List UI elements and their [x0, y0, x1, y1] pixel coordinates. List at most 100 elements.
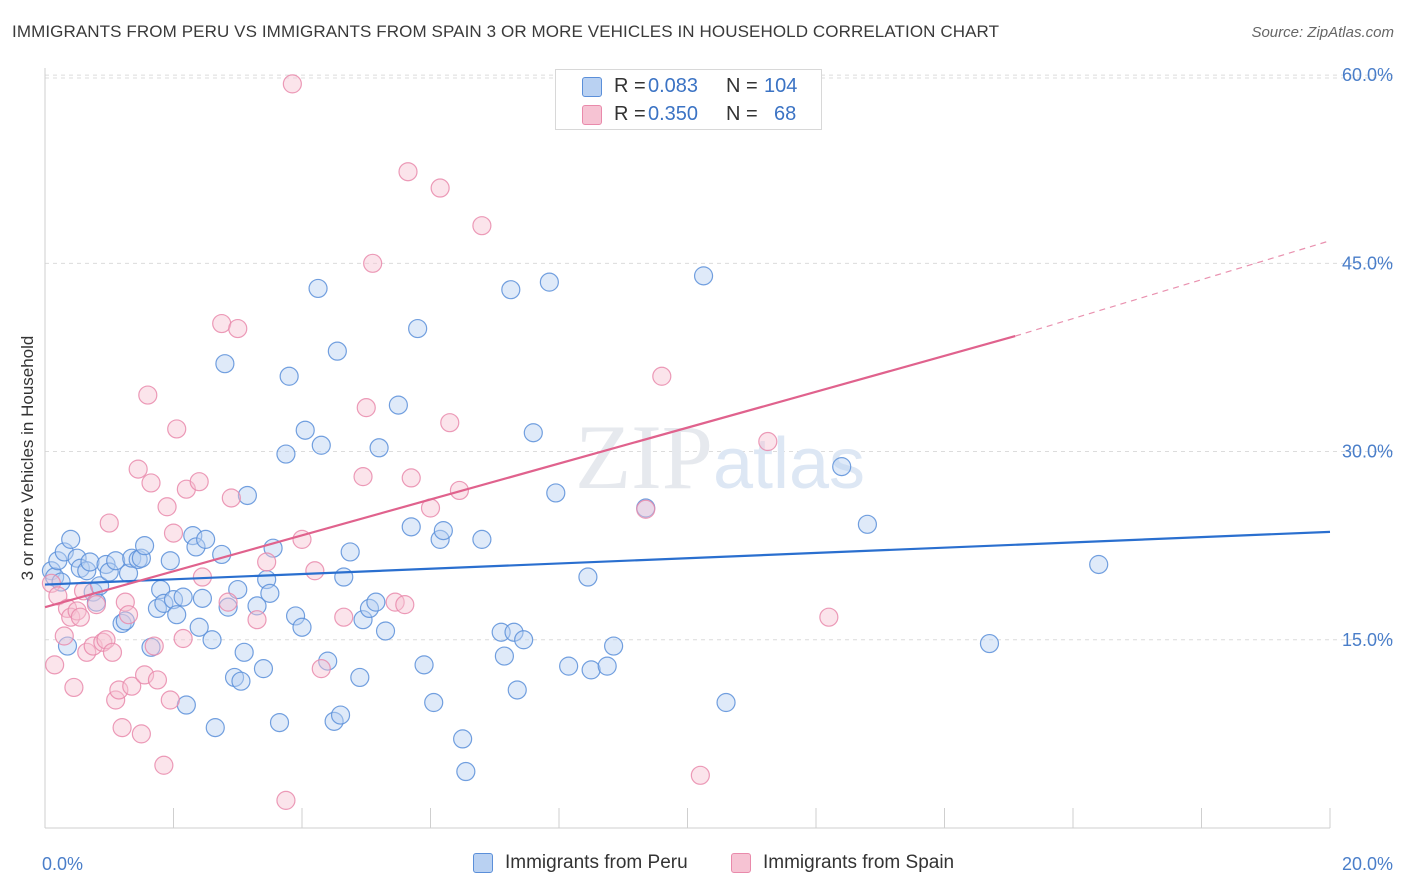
series-legend: Immigrants from Peru Immigrants from Spa… — [0, 850, 1406, 880]
peru-point — [189, 617, 209, 637]
spain-point — [167, 419, 187, 439]
y-tick-labels: 15.0% 30.0% 45.0% 60.0% — [1342, 65, 1393, 650]
peru-point — [61, 529, 81, 549]
peru-point — [456, 761, 476, 782]
peru-point — [295, 420, 315, 440]
spain-point — [163, 523, 184, 543]
source-label: Source: ZipAtlas.com — [1251, 24, 1394, 41]
spain-point — [334, 607, 354, 627]
peru-point — [578, 567, 598, 587]
x-tick-labels: 0.0% 20.0% — [42, 854, 1393, 874]
spain-swatch — [582, 105, 602, 125]
spain-point — [96, 630, 116, 650]
spain-point — [93, 632, 113, 652]
spain-point — [154, 755, 174, 775]
spain-point — [122, 676, 142, 696]
peru-point — [832, 457, 852, 477]
watermark: ZIPatlas — [575, 406, 865, 508]
spain-point — [115, 592, 135, 612]
peru-point — [546, 483, 566, 503]
spain-point — [86, 595, 107, 615]
spain-point — [128, 459, 148, 479]
spain-legend-label: Immigrants from Spain — [763, 852, 955, 873]
peru-point — [183, 526, 203, 546]
peru-point — [693, 266, 714, 286]
spain-point — [276, 790, 296, 810]
spain-point — [141, 473, 161, 493]
peru-point — [472, 529, 492, 549]
chart-title: IMMIGRANTS FROM PERU VS IMMIGRANTS FROM … — [12, 22, 1000, 41]
peru-point — [292, 617, 312, 637]
spain-point — [401, 468, 421, 488]
peru-point — [253, 659, 274, 679]
spain-point — [70, 607, 90, 627]
peru-point — [202, 630, 222, 650]
peru-point — [375, 621, 396, 641]
peru-point — [106, 551, 126, 571]
spain-n-value: 68 — [774, 103, 797, 125]
spain-point — [173, 628, 193, 649]
peru-point — [1089, 554, 1109, 575]
spain-trend-line — [44, 335, 1016, 609]
peru-point — [141, 637, 161, 657]
n-label: N = — [726, 75, 758, 97]
peru-point — [186, 537, 206, 557]
peru-point — [414, 655, 434, 675]
peru-point — [318, 651, 338, 671]
spain-point — [247, 610, 267, 630]
peru-point — [388, 395, 408, 415]
x-tick-label-max: 20.0% — [1342, 854, 1393, 874]
y-tick-label: 45.0% — [1342, 253, 1393, 273]
peru-point — [234, 642, 254, 662]
peru-point — [311, 435, 331, 455]
peru-point — [366, 592, 386, 612]
peru-point — [716, 692, 736, 713]
peru-point — [285, 606, 306, 626]
spain-point — [54, 626, 74, 646]
peru-point — [523, 423, 543, 443]
peru-point — [147, 598, 168, 619]
peru-point — [581, 660, 601, 680]
peru-legend-label: Immigrants from Peru — [505, 852, 688, 873]
spain-point — [131, 724, 151, 744]
spain-point — [102, 642, 123, 662]
peru-legend-swatch — [473, 853, 493, 873]
peru-point — [131, 548, 151, 568]
y-tick-label: 15.0% — [1342, 630, 1393, 650]
peru-point — [424, 692, 444, 713]
peru-point — [327, 341, 347, 361]
peru-point — [269, 712, 290, 733]
peru-point — [504, 622, 524, 642]
spain-legend-swatch — [731, 853, 751, 873]
peru-point — [160, 551, 180, 571]
peru-point — [401, 517, 421, 537]
axes — [44, 68, 1331, 829]
y-axis-title: 3 or more Vehicles in Household — [18, 336, 37, 581]
peru-point — [167, 605, 187, 625]
peru-point — [173, 587, 193, 607]
r-label: R = — [614, 103, 646, 125]
peru-point — [408, 318, 428, 339]
spain-point — [472, 216, 492, 236]
spain-point — [228, 318, 248, 339]
spain-point — [138, 385, 158, 405]
spain-point — [758, 431, 778, 452]
peru-point — [205, 718, 225, 738]
spain-point — [353, 467, 373, 487]
peru-point — [247, 596, 267, 616]
peru-point — [340, 542, 360, 562]
peru-trend-line — [44, 530, 1331, 586]
spain-r-value: 0.350 — [648, 103, 699, 125]
spain-point — [311, 659, 331, 679]
spain-point — [157, 497, 177, 517]
peru-point — [857, 514, 878, 534]
stats-legend: R = 0.083 N = 104 R = 0.350 N = 68 — [555, 69, 822, 130]
peru-point — [192, 588, 213, 608]
spain-point — [636, 499, 656, 519]
peru-point — [501, 280, 521, 300]
peru-point — [196, 529, 216, 549]
peru-point — [231, 671, 251, 691]
peru-point — [334, 567, 354, 587]
peru-point — [604, 636, 624, 656]
peru-point — [122, 548, 142, 568]
